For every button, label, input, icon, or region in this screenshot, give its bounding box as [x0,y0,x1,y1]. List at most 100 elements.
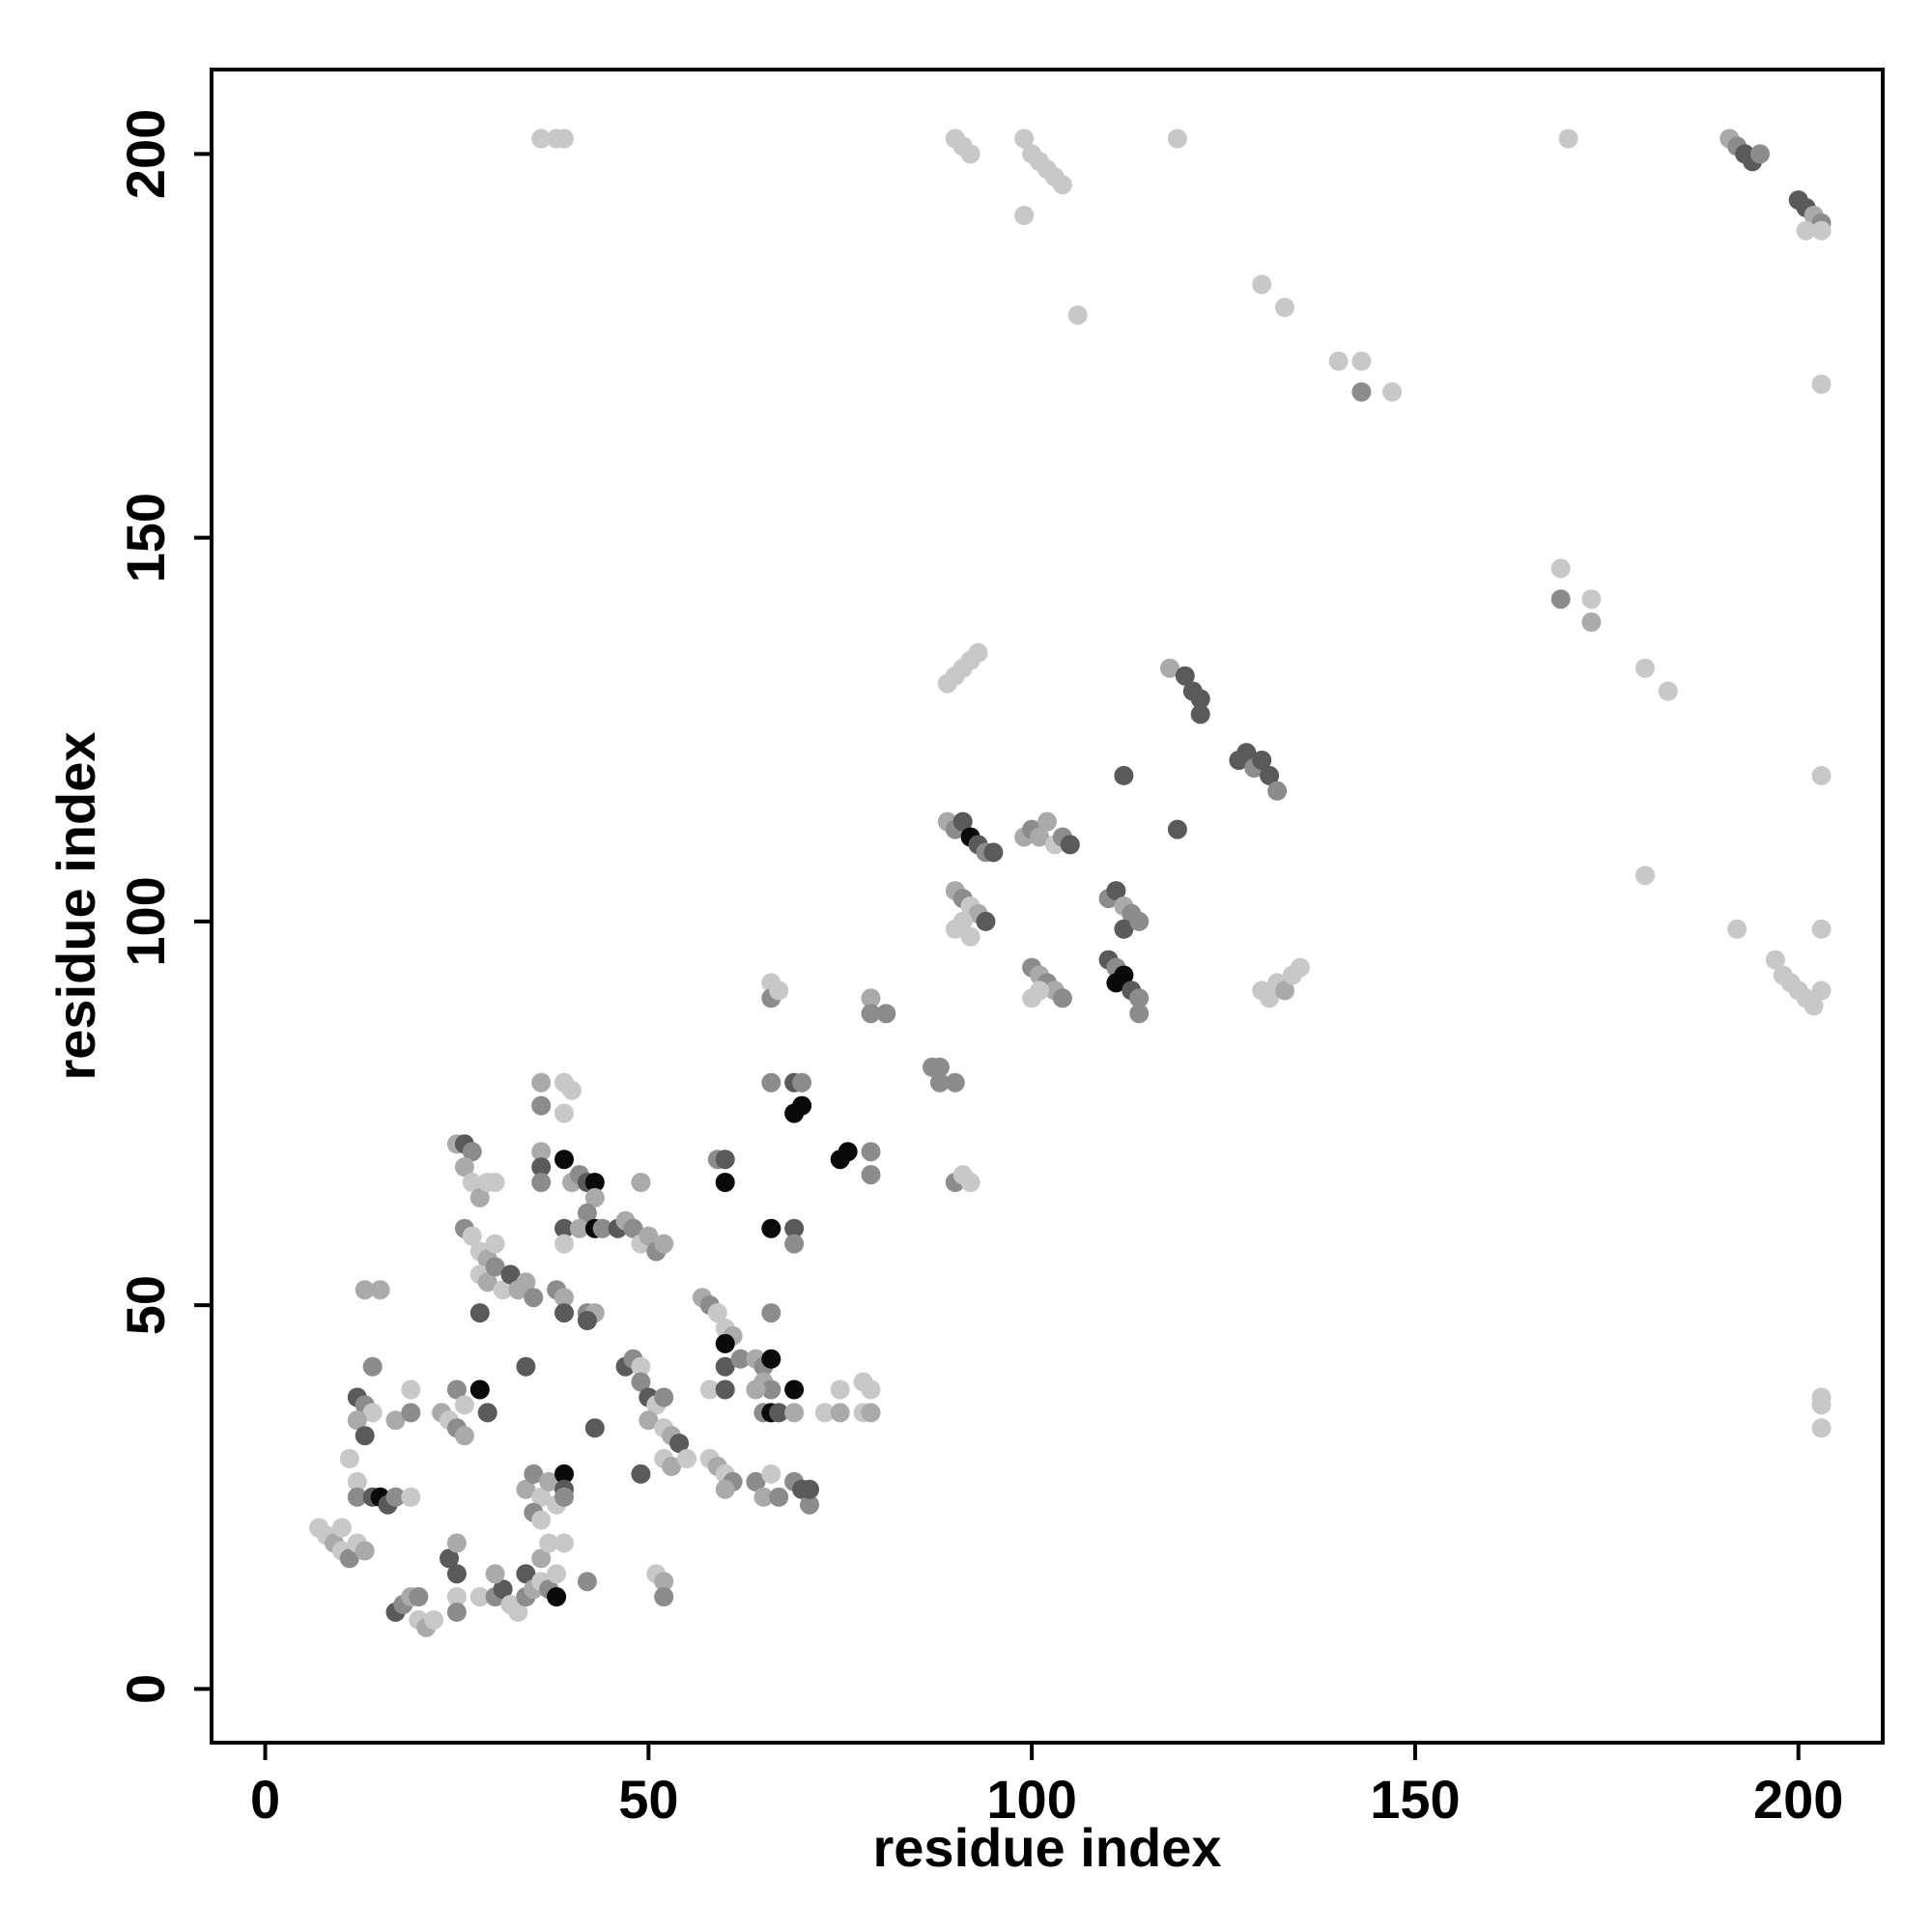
data-point [462,1142,482,1162]
data-point [800,1494,819,1515]
data-point [861,988,881,1009]
x-tick-label: 200 [1753,1769,1843,1830]
data-point [631,1463,651,1484]
data-point [516,1564,536,1584]
data-point [362,1403,383,1423]
data-point [454,1395,474,1415]
data-point [1252,274,1272,295]
data-point [769,1403,789,1423]
data-point [554,1150,574,1170]
data-point [554,1463,574,1484]
data-point [347,1487,367,1507]
data-point [1167,819,1187,839]
data-point [493,1280,513,1300]
data-point [784,1403,805,1423]
data-point [715,1150,735,1170]
data-point [761,1072,781,1093]
data-point [631,1372,651,1392]
data-point [753,1487,774,1507]
data-point [1811,765,1832,785]
data-point [1558,128,1578,149]
data-point [485,1173,505,1192]
data-point [761,1463,781,1484]
data-point [1635,866,1655,886]
data-point [861,1403,881,1423]
data-point [715,1173,735,1192]
y-axis-title: residue index [45,731,106,1080]
data-point [531,1487,552,1507]
data-point [331,1518,352,1538]
data-point [769,1487,789,1507]
data-point [1267,781,1288,801]
data-point [715,1333,735,1353]
data-point [1351,382,1372,402]
data-point [531,128,552,149]
data-point [1658,681,1678,701]
data-point [1129,988,1150,1009]
data-point [861,1379,881,1400]
data-point [1190,689,1210,709]
data-point [1550,589,1571,610]
data-point [401,1487,421,1507]
data-point [761,1349,781,1369]
data-point [699,1379,720,1400]
data-point [960,926,980,947]
data-point [784,1234,805,1254]
data-point [654,1387,674,1407]
data-point [1328,351,1349,371]
data-point [554,128,574,149]
data-point [715,1479,735,1499]
data-point [1290,957,1310,978]
data-point [631,1173,651,1192]
data-point [784,1379,805,1400]
data-point [1811,980,1832,1001]
data-point [1114,765,1134,785]
data-point [409,1587,429,1606]
data-point [1811,374,1832,394]
data-point [347,1410,367,1431]
y-tick-label: 200 [115,109,176,199]
x-axis-title: residue index [872,1817,1221,1878]
x-tick-label: 50 [618,1769,678,1830]
data-point [1167,128,1187,149]
data-point [485,1234,505,1254]
data-point [952,811,973,832]
data-point [677,1449,696,1468]
data-point [562,1080,582,1100]
data-point [547,1564,567,1584]
data-point [577,1203,597,1223]
data-point [838,1142,858,1162]
data-point [524,1463,544,1484]
data-point [508,1602,528,1622]
data-point [1129,1004,1150,1024]
y-axis: 0 50 100 150 200 [115,109,213,1704]
data-point [715,1356,735,1377]
data-point [347,1471,367,1492]
data-point [531,1548,552,1569]
data-point [1067,305,1088,326]
data-point [830,1379,850,1400]
data-point [639,1410,659,1431]
data-point [960,1173,980,1192]
data-point [1796,220,1816,241]
data-point [784,1218,805,1238]
data-point [1052,175,1072,195]
data-point [761,1303,781,1323]
data-point [584,1418,605,1438]
data-point [401,1403,421,1423]
data-point [792,1095,812,1116]
data-point [1811,220,1832,241]
data-point [976,911,996,931]
data-point [385,1487,406,1507]
data-point [1030,827,1050,847]
y-tick-label: 0 [115,1674,176,1704]
data-point [531,1157,552,1178]
data-point [1014,206,1035,225]
data-point [861,1165,881,1185]
data-point [554,1234,574,1254]
data-point [462,1226,482,1246]
data-point [654,1572,674,1592]
data-point [577,1311,597,1330]
data-point [654,1234,674,1254]
data-point [531,1510,552,1530]
